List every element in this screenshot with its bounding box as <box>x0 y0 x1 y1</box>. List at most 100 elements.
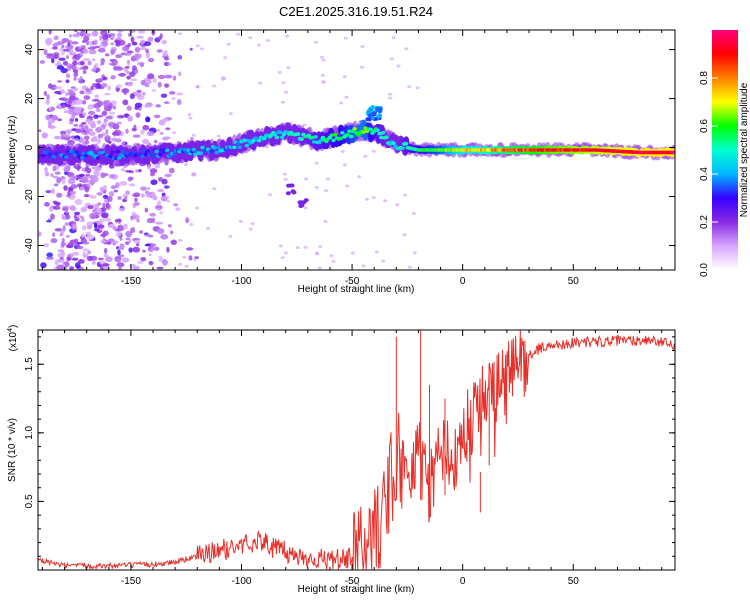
spectrogram-noise-cell <box>115 258 122 263</box>
x-tick-label: 0 <box>460 576 466 587</box>
spectrogram-noise-cell <box>116 262 125 268</box>
spectrogram-ridge-peak <box>279 135 285 140</box>
spectrogram-noise-cell <box>178 71 182 77</box>
spectrogram-noise-cell <box>146 218 155 224</box>
spectrogram-noise-cell <box>79 267 85 270</box>
spectrogram-ridge-peak <box>164 148 170 153</box>
spectrogram-noise-cell <box>168 167 175 174</box>
spectrogram-noise-cell <box>150 179 158 186</box>
spectrogram-noise-cell <box>73 76 77 81</box>
spectrogram-noise-cell <box>104 135 111 142</box>
spectrogram-noise-cell <box>314 251 319 255</box>
spectrogram-ridge-peak <box>391 141 396 146</box>
spectrogram-noise-cell <box>192 257 197 261</box>
snr-panel: -150 -100 -50 0 50 0.5 1.0 1.5 Height of straig… <box>7 325 676 595</box>
spectrogram-noise-cell <box>92 175 99 183</box>
spectrogram-noise-cell <box>119 180 128 186</box>
spectrogram-noise-cell <box>65 129 73 134</box>
spectrogram-noise-cell <box>74 117 79 122</box>
spectrogram-noise-cell <box>150 171 155 176</box>
x-tick-label: -150 <box>121 576 141 587</box>
spectrogram-noise-cell <box>134 69 139 75</box>
spectrogram-noise-cell <box>119 224 123 231</box>
spectrogram-noise-cell <box>60 97 68 102</box>
spectrogram-noise-cell <box>156 49 163 53</box>
spectrogram-noise-cell <box>45 37 53 45</box>
spectrogram-ridge-peak <box>347 129 352 134</box>
spectrogram-noise-cell <box>65 54 70 59</box>
spectrogram-noise-cell <box>295 246 300 250</box>
spectrogram-noise-cell <box>110 185 117 190</box>
spectrogram-noise-cell <box>87 60 92 66</box>
spectrogram-noise-cell <box>331 259 336 263</box>
spectrogram-noise-cell <box>82 112 87 117</box>
spectrogram-ticks: -150 -100 -50 0 50 -40 -20 0 20 40 <box>24 30 675 287</box>
spectrogram-noise-cell <box>102 230 109 237</box>
spectrogram-ridge-peak <box>191 147 196 152</box>
spectrogram-noise-cell <box>178 239 183 242</box>
spectrogram-noise-cell <box>250 222 255 226</box>
spectrogram-noise-cell <box>46 54 54 59</box>
spectrogram-noise-cell <box>75 54 81 61</box>
spectrogram-noise-cell <box>282 172 287 176</box>
spectrogram-ridge-peak <box>311 140 317 144</box>
spectrogram-noise-cell <box>177 32 182 36</box>
spectrogram-streak-cell <box>285 191 291 196</box>
spectrogram-noise-cell <box>93 65 97 71</box>
spectrogram-ridge-peak <box>368 127 373 132</box>
x-tick-label: -100 <box>231 576 251 587</box>
spectrogram-noise-cell <box>74 217 80 222</box>
spectrogram-streak-cell <box>303 198 309 203</box>
spectrogram-noise-cell <box>51 46 58 50</box>
spectrogram-noise-cell <box>228 234 233 238</box>
spectrogram-noise-cell <box>65 214 71 220</box>
spectrogram-noise-cell <box>47 125 56 129</box>
spectrogram-noise-cell <box>182 255 187 259</box>
spectrogram-ridge-peak <box>115 149 120 154</box>
spectrogram-noise-cell <box>95 108 101 113</box>
spectrogram-noise-cell <box>95 82 102 89</box>
spectrogram-noise-cell <box>258 81 263 85</box>
spectrogram-noise-cell <box>81 206 88 212</box>
spectrogram-noise-cell <box>345 184 350 188</box>
spectrogram-noise-cell <box>52 232 56 238</box>
spectrogram-noise-cell <box>175 207 181 211</box>
spectrogram-noise-cell <box>130 78 138 82</box>
spectrogram-noise-cell <box>97 133 104 139</box>
spectrogram-noise-cell <box>96 192 103 196</box>
spectrogram-noise-cell <box>160 233 169 240</box>
spectrogram-noise-cell <box>329 254 334 258</box>
spectrogram-noise-cell <box>60 130 67 135</box>
spectrogram-noise-cell <box>50 238 58 244</box>
spectrogram-noise-cell <box>395 203 400 207</box>
snr-frame <box>37 329 676 571</box>
spectrogram-noise-cell <box>56 177 62 184</box>
spectrogram-noise-cell <box>63 166 71 173</box>
spectrogram-noise-cell <box>92 135 98 142</box>
spectrogram-noise-cell <box>126 75 131 80</box>
spectrogram-noise-cell <box>61 44 65 49</box>
spectrogram-noise-cell <box>228 112 233 116</box>
spectrogram-noise-cell <box>304 177 309 181</box>
spectrogram-ridge-peak <box>338 136 343 141</box>
spectrogram-noise-cell <box>159 211 164 215</box>
spectrogram-xlabel: Height of straight line (km) <box>298 284 415 295</box>
spectrogram-noise-cell <box>187 113 192 117</box>
spectrogram-noise-cell <box>82 48 89 54</box>
spectrogram-noise-cell <box>121 257 130 263</box>
spectrogram-noise-cell <box>96 138 102 144</box>
spectrogram-noise-cell <box>172 75 177 81</box>
spectrogram-noise-cell <box>84 125 89 129</box>
y-tick-label: 0 <box>24 144 35 150</box>
spectrogram-noise-cell <box>75 128 82 134</box>
spectrogram-noise-cell <box>150 192 156 198</box>
spectrogram-noise-cell <box>96 120 102 125</box>
spectrogram-noise-cell <box>91 99 100 102</box>
spectrogram-noise-cell <box>82 248 89 252</box>
spectrogram-noise-cell <box>76 241 84 245</box>
y-tick-label: -20 <box>24 189 35 204</box>
y-tick-label: 40 <box>24 44 35 56</box>
spectrogram-noise-cell <box>143 41 152 47</box>
spectrogram-noise-cell <box>79 90 85 95</box>
spectrogram-noise-cell <box>102 40 109 47</box>
